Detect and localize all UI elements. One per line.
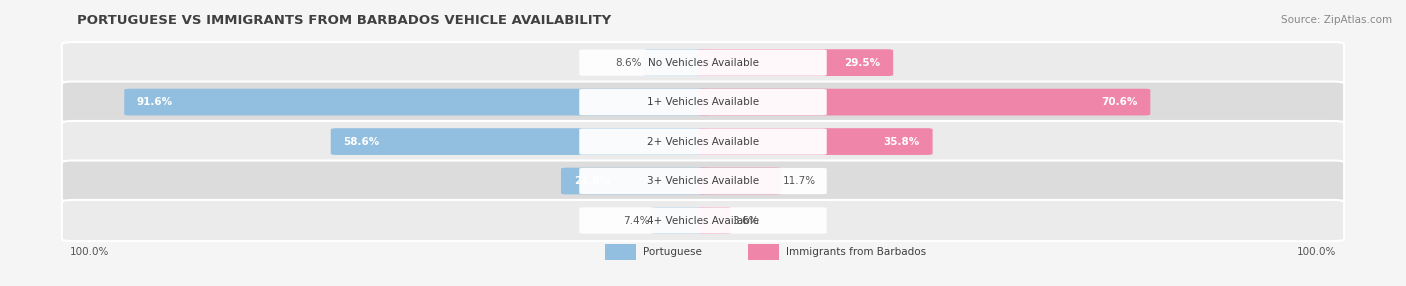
Text: 11.7%: 11.7% — [783, 176, 817, 186]
FancyBboxPatch shape — [62, 200, 1344, 241]
Text: Source: ZipAtlas.com: Source: ZipAtlas.com — [1281, 15, 1392, 25]
FancyBboxPatch shape — [330, 128, 709, 155]
FancyBboxPatch shape — [579, 207, 827, 234]
FancyBboxPatch shape — [62, 82, 1344, 123]
Text: No Vehicles Available: No Vehicles Available — [648, 58, 758, 67]
Text: PORTUGUESE VS IMMIGRANTS FROM BARBADOS VEHICLE AVAILABILITY: PORTUGUESE VS IMMIGRANTS FROM BARBADOS V… — [77, 13, 612, 27]
FancyBboxPatch shape — [651, 207, 709, 234]
FancyBboxPatch shape — [697, 168, 782, 194]
FancyBboxPatch shape — [124, 89, 709, 116]
Text: 35.8%: 35.8% — [884, 137, 920, 146]
FancyBboxPatch shape — [579, 168, 827, 194]
Text: 29.5%: 29.5% — [845, 58, 880, 67]
FancyBboxPatch shape — [62, 42, 1344, 83]
FancyBboxPatch shape — [644, 49, 709, 76]
Text: Immigrants from Barbados: Immigrants from Barbados — [786, 247, 927, 257]
FancyBboxPatch shape — [579, 128, 827, 155]
Text: 7.4%: 7.4% — [623, 216, 650, 225]
FancyBboxPatch shape — [579, 89, 827, 115]
Text: 91.6%: 91.6% — [136, 97, 173, 107]
Text: 1+ Vehicles Available: 1+ Vehicles Available — [647, 97, 759, 107]
Text: 21.8%: 21.8% — [574, 176, 610, 186]
FancyBboxPatch shape — [62, 121, 1344, 162]
Text: 100.0%: 100.0% — [1296, 247, 1336, 257]
Text: 8.6%: 8.6% — [616, 58, 643, 67]
Text: Portuguese: Portuguese — [643, 247, 702, 257]
FancyBboxPatch shape — [605, 244, 636, 260]
Text: 3.6%: 3.6% — [733, 216, 759, 225]
Text: 100.0%: 100.0% — [70, 247, 110, 257]
FancyBboxPatch shape — [697, 49, 893, 76]
FancyBboxPatch shape — [697, 89, 1150, 116]
FancyBboxPatch shape — [579, 49, 827, 76]
Text: 3+ Vehicles Available: 3+ Vehicles Available — [647, 176, 759, 186]
FancyBboxPatch shape — [697, 128, 932, 155]
Text: 2+ Vehicles Available: 2+ Vehicles Available — [647, 137, 759, 146]
Text: 4+ Vehicles Available: 4+ Vehicles Available — [647, 216, 759, 225]
FancyBboxPatch shape — [62, 160, 1344, 202]
FancyBboxPatch shape — [748, 244, 779, 260]
Text: 58.6%: 58.6% — [343, 137, 380, 146]
Text: 70.6%: 70.6% — [1101, 97, 1137, 107]
FancyBboxPatch shape — [697, 207, 731, 234]
FancyBboxPatch shape — [561, 168, 709, 194]
